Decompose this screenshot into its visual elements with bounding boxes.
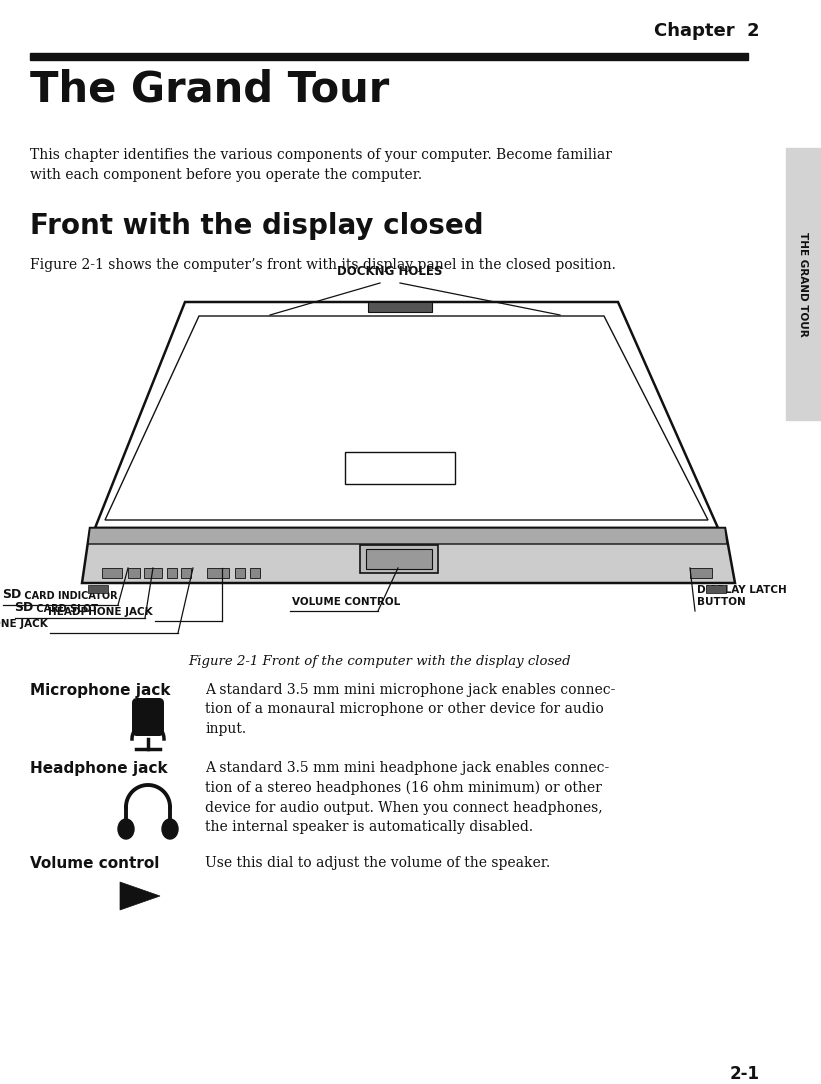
Text: A standard 3.5 mm mini headphone jack enables connec-
tion of a stereo headphone: A standard 3.5 mm mini headphone jack en…: [205, 761, 609, 834]
Bar: [786, 149, 821, 420]
Bar: [250, 568, 260, 578]
Bar: [360, 545, 438, 573]
Text: This chapter identifies the various components of your computer. Become familiar: This chapter identifies the various comp…: [30, 149, 612, 182]
Text: THE GRAND TOUR: THE GRAND TOUR: [799, 232, 809, 336]
Text: CARD SLOT: CARD SLOT: [33, 604, 98, 614]
Polygon shape: [120, 882, 160, 909]
Text: A standard 3.5 mm mini microphone jack enables connec-
tion of a monaural microp: A standard 3.5 mm mini microphone jack e…: [205, 683, 616, 736]
Text: MICROPHONE JACK: MICROPHONE JACK: [0, 619, 48, 629]
Bar: [181, 568, 191, 578]
Polygon shape: [95, 302, 718, 528]
Text: Figure 2-1 Front of the computer with the display closed: Figure 2-1 Front of the computer with th…: [189, 655, 571, 668]
Text: VOLUME CONTROL: VOLUME CONTROL: [292, 597, 401, 607]
Text: HEADPHONE JACK: HEADPHONE JACK: [48, 607, 153, 617]
Text: Use this dial to adjust the volume of the speaker.: Use this dial to adjust the volume of th…: [205, 856, 550, 870]
Bar: [88, 585, 108, 593]
Text: DISPLAY LATCH
BUTTON: DISPLAY LATCH BUTTON: [697, 584, 787, 607]
Bar: [128, 568, 140, 578]
Polygon shape: [105, 317, 708, 520]
Text: 2-1: 2-1: [730, 1064, 760, 1083]
Polygon shape: [82, 528, 735, 583]
Bar: [366, 549, 432, 569]
Text: DOCKNG HOLES: DOCKNG HOLES: [337, 264, 443, 278]
Text: SD: SD: [2, 588, 21, 601]
Text: Figure 2-1 shows the computer’s front with its display panel in the closed posit: Figure 2-1 shows the computer’s front wi…: [30, 258, 616, 272]
Bar: [167, 568, 177, 578]
Text: Microphone jack: Microphone jack: [30, 683, 171, 698]
Text: Front with the display closed: Front with the display closed: [30, 212, 484, 240]
Bar: [102, 568, 122, 578]
Text: CARD INDICATOR: CARD INDICATOR: [21, 591, 117, 601]
Text: Headphone jack: Headphone jack: [30, 761, 167, 776]
Ellipse shape: [118, 820, 134, 839]
FancyBboxPatch shape: [132, 698, 164, 736]
Bar: [207, 568, 229, 578]
Bar: [690, 568, 712, 578]
Bar: [30, 53, 748, 60]
Bar: [706, 585, 726, 593]
Polygon shape: [88, 528, 727, 544]
Text: SD: SD: [14, 601, 33, 614]
Bar: [368, 302, 432, 312]
Text: Volume control: Volume control: [30, 856, 159, 872]
Ellipse shape: [162, 820, 178, 839]
Bar: [235, 568, 245, 578]
Text: The Grand Tour: The Grand Tour: [30, 68, 389, 109]
Bar: [144, 568, 162, 578]
Text: Chapter  2: Chapter 2: [654, 22, 760, 40]
Bar: [345, 452, 455, 483]
